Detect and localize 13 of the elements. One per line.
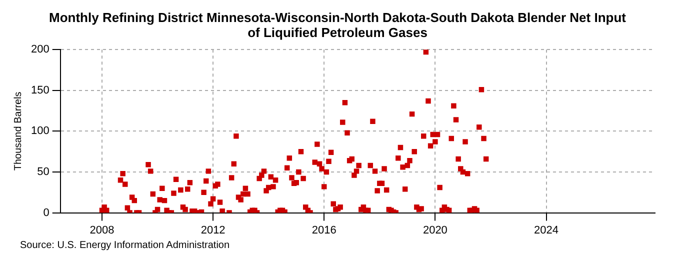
y-axis-title: Thousand Barrels [12, 92, 24, 171]
x-tick-label: 2012 [200, 224, 226, 236]
x-tick-label: 2016 [312, 224, 336, 236]
y-tick-label: 200 [30, 44, 50, 56]
y-tick-label: 100 [30, 125, 50, 138]
x-tick-label: 2008 [90, 224, 114, 236]
y-tick-label: 50 [37, 166, 50, 178]
y-tick-label: 150 [30, 84, 50, 96]
source-note: Source: U.S. Energy Information Administration [19, 240, 231, 251]
chart-title: Monthly Refining District Minnesota-Wisconsin-North Dakota-South Dakota Blender Net Input of Liquified Petroleum Gases [48, 9, 627, 40]
y-tick-label: 0 [43, 206, 50, 219]
x-tick-label: 2020 [422, 224, 448, 236]
x-tick-label: 2024 [534, 224, 558, 236]
